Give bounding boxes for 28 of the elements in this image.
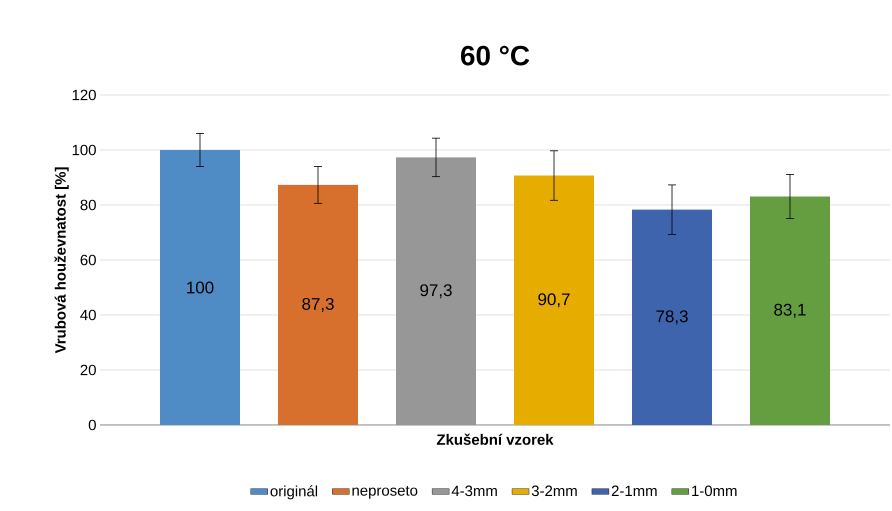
legend-label: originál — [270, 485, 318, 500]
bar — [750, 196, 830, 425]
data-label: 83,1 — [774, 304, 806, 318]
y-tick-label: 60 — [80, 254, 96, 266]
bar — [396, 157, 476, 425]
y-tick-label: 40 — [80, 310, 96, 320]
y-tick-label: 100 — [72, 144, 96, 156]
y-tick-label: 0 — [88, 420, 96, 430]
legend-label: 1-0mm — [692, 486, 736, 496]
bar — [160, 150, 240, 425]
data-label: 97,3 — [420, 284, 452, 298]
data-label: 78,3 — [656, 310, 688, 324]
bar — [632, 210, 712, 425]
y-tick-label: 80 — [80, 200, 96, 210]
y-tick-label: 20 — [80, 364, 96, 376]
data-label: 100 — [187, 281, 214, 294]
x-axis-title: Zkušební vzorek — [436, 434, 554, 445]
legend-label: 3-2mm — [532, 486, 577, 496]
bar — [514, 176, 594, 425]
y-axis-title: Vrubová houževnatost [%] — [54, 167, 69, 354]
y-tick-label: 120 — [72, 90, 96, 100]
data-label: 87,3 — [302, 298, 334, 312]
chart-title: 60 °C — [460, 46, 530, 66]
legend-label: 4-3mm — [452, 486, 497, 496]
bar — [278, 184, 358, 425]
legend-label: neproseto — [352, 486, 418, 499]
data-label: 90,7 — [538, 293, 570, 308]
legend-label: 2-1mm — [612, 486, 657, 496]
